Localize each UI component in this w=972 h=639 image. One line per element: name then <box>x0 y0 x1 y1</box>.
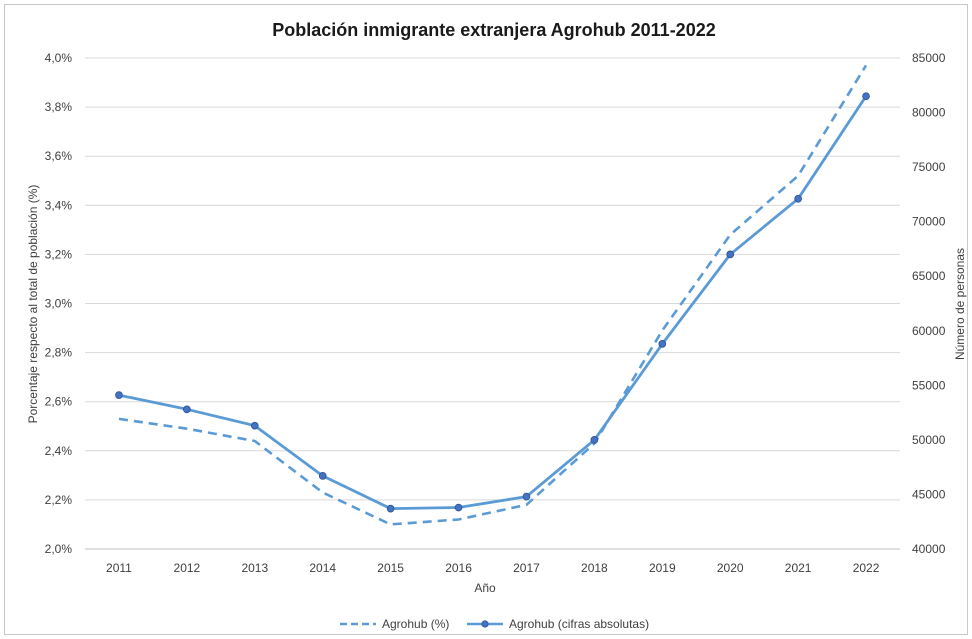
y-left-tick-label: 2,0% <box>45 542 73 556</box>
gridlines <box>85 57 900 550</box>
y-right-tick-label: 60000 <box>912 324 946 338</box>
x-tick-label: 2019 <box>649 561 676 575</box>
x-tick-label: 2016 <box>445 561 472 575</box>
data-point-absolute <box>726 250 735 259</box>
data-point-absolute <box>522 492 531 501</box>
y-left-tick-label: 3,8% <box>45 100 73 114</box>
x-axis-ticks: 2011 2012 2013 2014 2015 2016 2017 2018 2019 2020… <box>106 561 880 575</box>
series-line-percent <box>118 64 868 526</box>
y-right-tick-label: 85000 <box>912 51 946 65</box>
chart-frame <box>4 4 968 635</box>
y-left-tick-label: 3,4% <box>45 198 73 212</box>
y-axis-right-label: Número de personas <box>953 248 967 360</box>
data-point-absolute <box>318 472 327 480</box>
y-right-tick-label: 45000 <box>912 487 946 501</box>
data-point-absolute <box>862 92 870 101</box>
y-right-tick-label: 50000 <box>912 433 946 447</box>
data-point-absolute <box>183 405 191 414</box>
x-tick-label: 2014 <box>309 561 336 575</box>
legend-label-percent: Agrohub (%) <box>382 617 449 631</box>
y-left-tick-label: 3,0% <box>45 297 73 311</box>
series-line-absolute <box>117 94 868 510</box>
x-tick-label: 2011 <box>106 561 132 575</box>
data-point-absolute <box>115 391 123 400</box>
x-tick-label: 2015 <box>377 561 404 575</box>
x-tick-label: 2021 <box>785 561 812 575</box>
x-axis-label: Año <box>474 581 496 595</box>
data-point-absolute <box>250 421 259 430</box>
y-right-tick-label: 40000 <box>912 542 946 556</box>
x-tick-label: 2020 <box>717 561 744 575</box>
right-axis-ticks: 40000 45000 50000 55000 60000 65000 70000 75000… <box>912 51 946 556</box>
y-left-tick-label: 2,4% <box>45 444 73 458</box>
legend: Agrohub (%) Agrohub (cifras absolutas) <box>340 617 649 631</box>
series-layer <box>115 64 870 526</box>
x-tick-label: 2017 <box>513 561 540 575</box>
data-point-absolute <box>794 194 802 203</box>
data-point-absolute <box>454 503 463 512</box>
y-right-tick-label: 65000 <box>912 269 946 283</box>
y-right-tick-label: 75000 <box>912 160 946 174</box>
data-point-absolute <box>590 436 599 444</box>
data-point-absolute <box>386 504 395 513</box>
y-axis-left-label: Porcentaje respecto al total de població… <box>26 185 40 424</box>
left-axis-ticks: 2,0% 2,2% 2,4% 2,6% 2,8% 3,0% 3,2% 3,4% 3,6% 3,8%… <box>45 51 73 556</box>
y-right-tick-label: 70000 <box>912 215 946 229</box>
x-tick-label: 2012 <box>174 561 201 575</box>
x-tick-label: 2018 <box>581 561 608 575</box>
legend-marker-absolute <box>481 620 489 628</box>
legend-label-absolute: Agrohub (cifras absolutas) <box>509 617 649 631</box>
y-left-tick-label: 2,6% <box>45 395 73 409</box>
y-left-tick-label: 2,8% <box>45 346 73 360</box>
data-point-absolute <box>658 340 667 348</box>
y-left-tick-label: 3,2% <box>45 247 73 261</box>
y-right-tick-label: 55000 <box>912 378 946 392</box>
y-left-tick-label: 4,0% <box>45 51 73 65</box>
x-tick-label: 2022 <box>853 561 880 575</box>
y-right-tick-label: 80000 <box>912 106 946 120</box>
x-tick-label: 2013 <box>241 561 268 575</box>
chart-title: Población inmigrante extranjera Agrohub … <box>272 20 715 40</box>
y-left-tick-label: 2,2% <box>45 493 73 507</box>
y-left-tick-label: 3,6% <box>45 149 73 163</box>
